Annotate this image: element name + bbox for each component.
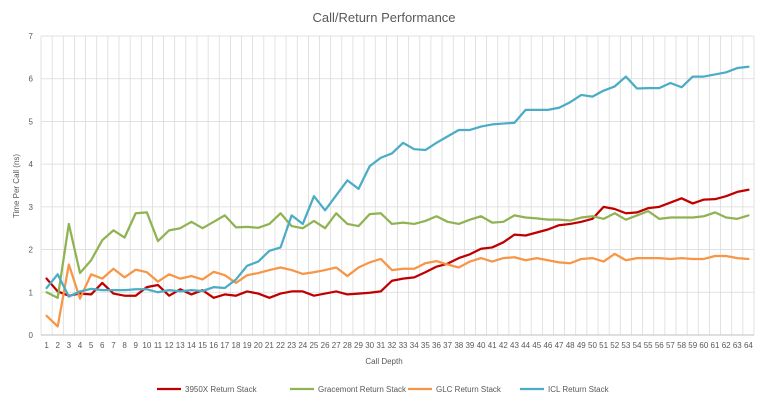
x-tick-label: 35 bbox=[421, 341, 430, 350]
x-tick-label: 27 bbox=[332, 341, 341, 350]
x-tick-label: 37 bbox=[443, 341, 452, 350]
y-tick-label: 6 bbox=[29, 75, 34, 84]
x-tick-label: 60 bbox=[699, 341, 708, 350]
x-tick-label: 42 bbox=[499, 341, 508, 350]
chart-title: Call/Return Performance bbox=[312, 10, 455, 25]
x-tick-label: 21 bbox=[265, 341, 274, 350]
x-tick-label: 34 bbox=[410, 341, 419, 350]
x-tick-label: 55 bbox=[644, 341, 653, 350]
x-tick-label: 57 bbox=[666, 341, 675, 350]
series-line-3 bbox=[45, 252, 750, 328]
x-tick-label: 38 bbox=[454, 341, 463, 350]
x-tick-label: 51 bbox=[599, 341, 608, 350]
x-tick-label: 54 bbox=[633, 341, 642, 350]
x-tick-label: 63 bbox=[733, 341, 742, 350]
x-tick-label: 23 bbox=[287, 341, 296, 350]
x-tick-label: 31 bbox=[376, 341, 385, 350]
x-tick-label: 36 bbox=[432, 341, 441, 350]
x-tick-label: 43 bbox=[510, 341, 519, 350]
y-tick-label: 5 bbox=[29, 117, 34, 126]
x-axis-title: Call Depth bbox=[365, 357, 402, 366]
legend-label: 3950X Return Stack bbox=[185, 385, 258, 394]
x-tick-label: 62 bbox=[722, 341, 731, 350]
x-tick-label: 29 bbox=[354, 341, 363, 350]
x-tick-label: 1 bbox=[44, 341, 49, 350]
x-tick-label: 40 bbox=[477, 341, 486, 350]
x-tick-label: 13 bbox=[176, 341, 185, 350]
x-tick-label: 11 bbox=[154, 341, 163, 350]
x-tick-label: 10 bbox=[142, 341, 151, 350]
x-tick-label: 32 bbox=[387, 341, 396, 350]
x-tick-label: 52 bbox=[610, 341, 619, 350]
x-tick-label: 6 bbox=[100, 341, 105, 350]
series-lines bbox=[45, 65, 750, 328]
y-tick-label: 0 bbox=[29, 331, 34, 340]
y-tick-label: 7 bbox=[29, 32, 34, 41]
legend: 3950X Return Stack Gracemont Return Stack… bbox=[157, 385, 610, 394]
x-tick-label: 15 bbox=[198, 341, 207, 350]
y-tick-label: 2 bbox=[29, 246, 34, 255]
y-tick-label: 3 bbox=[29, 203, 34, 212]
x-tick-label: 47 bbox=[555, 341, 564, 350]
x-tick-label: 53 bbox=[621, 341, 630, 350]
x-tick-label: 30 bbox=[365, 341, 374, 350]
x-tick-label: 41 bbox=[488, 341, 497, 350]
x-tick-label: 18 bbox=[232, 341, 241, 350]
x-tick-label: 39 bbox=[465, 341, 474, 350]
legend-label: Gracemont Return Stack bbox=[318, 385, 407, 394]
x-tick-label: 14 bbox=[187, 341, 196, 350]
x-tick-label: 7 bbox=[111, 341, 116, 350]
x-tick-label: 56 bbox=[655, 341, 664, 350]
x-tick-label: 20 bbox=[254, 341, 263, 350]
x-tick-label: 5 bbox=[89, 341, 94, 350]
x-tick-label: 59 bbox=[688, 341, 697, 350]
x-tick-label: 16 bbox=[209, 341, 218, 350]
x-tick-label: 19 bbox=[243, 341, 252, 350]
series-line-4 bbox=[45, 65, 750, 298]
x-tick-label: 48 bbox=[566, 341, 575, 350]
x-tick-label: 2 bbox=[55, 341, 60, 350]
x-tick-label: 46 bbox=[543, 341, 552, 350]
x-tick-label: 33 bbox=[399, 341, 408, 350]
x-tick-label: 44 bbox=[521, 341, 530, 350]
x-tick-label: 4 bbox=[78, 341, 83, 350]
x-tick-label: 17 bbox=[220, 341, 229, 350]
x-tick-label: 3 bbox=[67, 341, 72, 350]
x-tick-label: 58 bbox=[677, 341, 686, 350]
y-axis-title: Time Per Call (ns) bbox=[12, 154, 21, 218]
legend-label: ICL Return Stack bbox=[548, 385, 610, 394]
x-tick-label: 50 bbox=[588, 341, 597, 350]
x-tick-label: 61 bbox=[711, 341, 720, 350]
x-tick-label: 24 bbox=[298, 341, 307, 350]
y-tick-label: 1 bbox=[29, 288, 34, 297]
x-tick-label: 64 bbox=[744, 341, 753, 350]
x-tick-label: 26 bbox=[321, 341, 330, 350]
x-tick-label: 45 bbox=[532, 341, 541, 350]
x-tick-label: 22 bbox=[276, 341, 285, 350]
x-tick-label: 25 bbox=[309, 341, 318, 350]
x-tick-label: 49 bbox=[577, 341, 586, 350]
legend-label: GLC Return Stack bbox=[436, 385, 502, 394]
series-line-2 bbox=[45, 210, 750, 299]
x-tick-label: 9 bbox=[133, 341, 138, 350]
y-tick-label: 4 bbox=[29, 160, 34, 169]
x-tick-label: 8 bbox=[122, 341, 127, 350]
x-tick-label: 12 bbox=[165, 341, 174, 350]
x-tick-label: 28 bbox=[343, 341, 352, 350]
